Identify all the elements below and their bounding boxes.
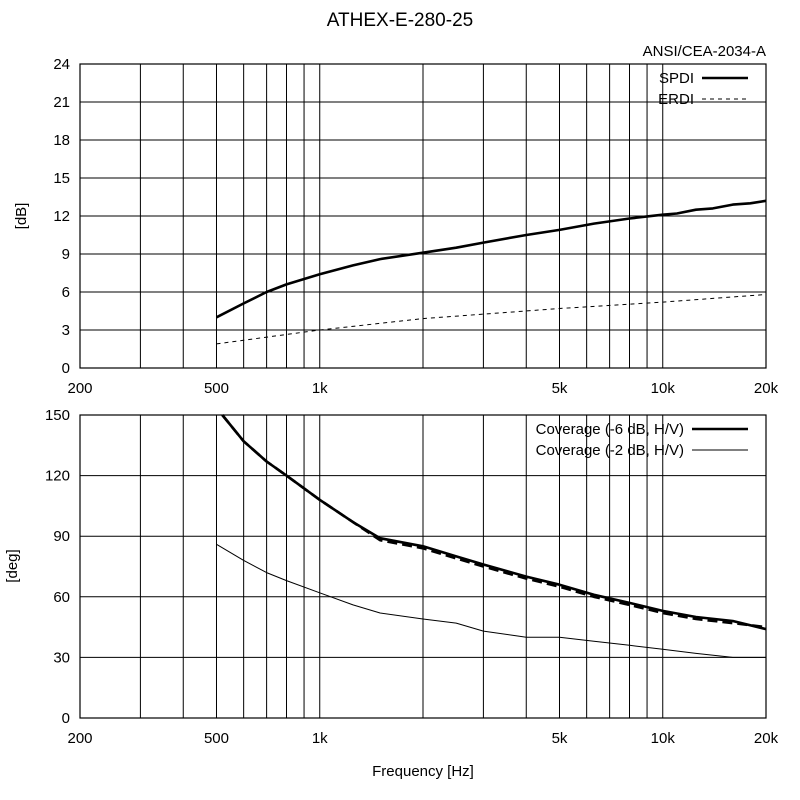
y-tick-label: 150 — [45, 407, 70, 424]
coverage-plot: 0 30 60 90 120 150 200 500 1k 5k 10k 20k [deg] Covera… — [4, 407, 779, 747]
x-tick-label: 200 — [67, 730, 92, 747]
y-tick-label: 9 — [62, 246, 70, 263]
legend-label: SPDI — [659, 70, 694, 87]
x-tick-label: 10k — [651, 380, 676, 397]
x-tick-label: 1k — [312, 380, 328, 397]
series-line-erdi — [216, 294, 767, 345]
y-axis-label: [dB] — [13, 203, 30, 230]
y-tick-label: 30 — [53, 649, 70, 666]
legend-label: Coverage (-2 dB, H/V) — [536, 442, 684, 459]
y-tick-label: 6 — [62, 284, 70, 301]
plot-frame — [79, 63, 767, 369]
x-tick-label: 20k — [754, 730, 779, 747]
x-tick-label: 200 — [67, 380, 92, 397]
y-axis-label: [deg] — [4, 549, 21, 582]
x-tick-label: 10k — [651, 730, 676, 747]
y-tick-label: 12 — [53, 208, 70, 225]
x-tick-label: 20k — [754, 380, 779, 397]
y-tick-label: 0 — [62, 710, 70, 727]
series-line-spdi — [215, 199, 767, 319]
directivity-index-plot: 0 3 6 9 12 15 18 21 24 200 500 1k 5k 10k 20k [dB] SPDI ER… — [13, 56, 779, 397]
x-tick-label: 5k — [552, 380, 568, 397]
x-tick-label: 500 — [204, 380, 229, 397]
y-tick-label: 120 — [45, 468, 70, 485]
y-tick-label: 90 — [53, 528, 70, 545]
legend-label: ERDI — [658, 91, 694, 108]
chart-title: ATHEX-E-280-25 — [327, 10, 473, 31]
series-line-coverage-6-db-h-v-v — [221, 414, 767, 629]
y-tick-label: 3 — [62, 322, 70, 339]
x-tick-label: 1k — [312, 730, 328, 747]
y-tick-label: 18 — [53, 132, 70, 149]
x-tick-label: 5k — [552, 730, 568, 747]
y-tick-label: 24 — [53, 56, 70, 73]
y-tick-label: 60 — [53, 589, 70, 606]
y-tick-label: 21 — [53, 94, 70, 111]
plot-frame — [79, 414, 767, 719]
y-tick-label: 15 — [53, 170, 70, 187]
y-tick-label: 0 — [62, 360, 70, 377]
x-tick-label: 500 — [204, 730, 229, 747]
x-axis-label: Frequency [Hz] — [372, 763, 474, 780]
series-line-coverage-2-db-h-v- — [216, 543, 766, 658]
chart-subtitle: ANSI/CEA-2034-A — [643, 43, 766, 60]
legend-label: Coverage (-6 dB, H/V) — [536, 421, 684, 438]
